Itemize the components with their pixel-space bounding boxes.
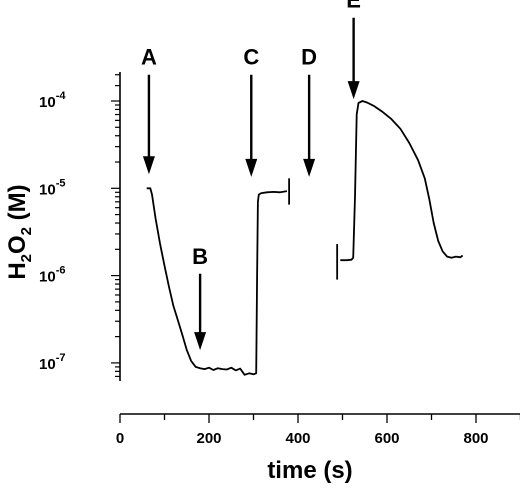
- y-tick-exponent: -7: [56, 352, 66, 364]
- y-tick-base: 10: [39, 181, 56, 198]
- annotation-arrow-head: [347, 81, 360, 100]
- axes: [119, 72, 520, 415]
- annotation-arrow-head: [142, 156, 155, 175]
- x-axis-title: time (s): [267, 457, 352, 484]
- x-tick-label: 200: [196, 430, 221, 447]
- x-tick-label: 800: [463, 430, 488, 447]
- y-axis-title-o: O: [4, 235, 31, 254]
- y-axis-title-sub1: 2: [18, 254, 35, 262]
- annotations: A B C D E: [141, 0, 361, 351]
- y-tick-base: 10: [39, 356, 56, 373]
- annotation-arrow-head: [303, 158, 316, 177]
- annotation-arrow-head: [245, 158, 258, 177]
- annotation-label: D: [301, 45, 317, 70]
- series-line: [146, 187, 288, 376]
- annotation-label: A: [141, 45, 157, 70]
- y-axis-title-h: H: [4, 262, 31, 279]
- y-tick-exponent: -5: [56, 177, 66, 189]
- tick-marks: [119, 414, 520, 423]
- y-minor-ticks: [111, 74, 120, 378]
- y-tick-exponent: -4: [56, 90, 67, 102]
- y-tick-label: 10-6: [39, 265, 65, 286]
- vertical-bars: [288, 178, 339, 280]
- x-tick-label: 0: [116, 430, 124, 447]
- y-axis-title-unit: (M): [4, 184, 31, 227]
- y-tick-base: 10: [39, 94, 56, 111]
- x-tick-label: 600: [374, 430, 399, 447]
- y-axis-title: H2O2 (M): [4, 184, 35, 279]
- annotation-label: C: [243, 45, 259, 70]
- series-group: [146, 100, 464, 376]
- annotation-label: E: [346, 0, 361, 13]
- x-tick-label: 400: [285, 430, 310, 447]
- y-tick-base: 10: [39, 269, 56, 286]
- y-tick-label: 10-7: [39, 352, 65, 373]
- y-tick-label: 10-4: [39, 90, 66, 111]
- y-axis-title-sub2: 2: [18, 227, 35, 235]
- y-tick-exponent: -6: [56, 265, 66, 277]
- annotation-label: B: [192, 244, 208, 269]
- annotation-arrow-head: [194, 332, 207, 351]
- y-tick-label: 10-5: [39, 177, 65, 198]
- series-line: [340, 100, 464, 262]
